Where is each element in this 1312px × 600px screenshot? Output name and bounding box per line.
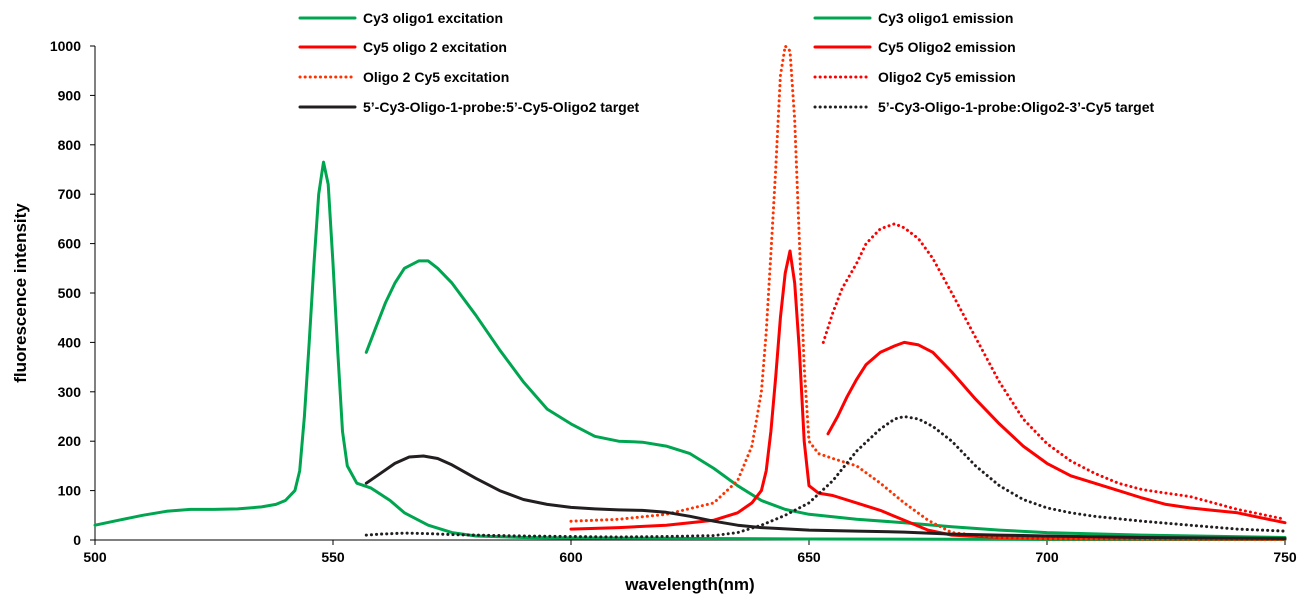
series-line-7 <box>364 454 1287 540</box>
series-lines <box>93 44 1287 541</box>
y-tick-label: 800 <box>58 137 82 153</box>
legend-label-6: Oligo2 Cy5 emission <box>878 69 1016 85</box>
series-line-3 <box>569 249 1287 541</box>
legend-label-2: Cy3 oligo1 emission <box>878 10 1013 26</box>
y-tick-label: 500 <box>58 285 82 301</box>
x-tick-label: 750 <box>1273 549 1297 565</box>
y-tick-label: 700 <box>58 186 82 202</box>
y-tick-label: 600 <box>58 236 82 252</box>
series-line-4 <box>826 340 1287 525</box>
x-tick-label: 650 <box>797 549 821 565</box>
x-tick-label: 600 <box>559 549 583 565</box>
legend-label-5: Oligo 2 Cy5 excitation <box>363 69 509 85</box>
axes <box>94 46 1285 541</box>
series-line-8 <box>364 415 1287 539</box>
x-tick-label: 500 <box>83 549 107 565</box>
y-ticks: 0 100 200 300 400 500 600 700 800 900 1000 <box>50 38 95 548</box>
series-line-1 <box>93 160 1287 541</box>
y-tick-label: 200 <box>58 433 82 449</box>
series-line-6 <box>821 222 1287 521</box>
y-tick-label: 1000 <box>50 38 81 54</box>
legend-label-8: 5’-Cy3-Oligo-1-probe:Oligo2-3’-Cy5 targe… <box>878 99 1154 115</box>
x-axis-title: wavelength(nm) <box>624 575 754 594</box>
series-line-5 <box>569 44 1287 541</box>
legend: Cy3 oligo1 excitation Cy3 oligo1 emission… <box>298 10 1154 115</box>
series-line-2 <box>364 259 1287 539</box>
legend-label-1: Cy3 oligo1 excitation <box>363 10 503 26</box>
legend-label-7: 5’-Cy3-Oligo-1-probe:5’-Cy5-Oligo2 targe… <box>363 99 639 115</box>
legend-label-4: Cy5 Oligo2 emission <box>878 39 1016 55</box>
y-tick-label: 300 <box>58 384 82 400</box>
y-tick-label: 100 <box>58 483 82 499</box>
x-ticks: 500 550 600 650 700 750 <box>83 540 1297 565</box>
legend-label-3: Cy5 oligo 2 excitation <box>363 39 507 55</box>
y-tick-label: 0 <box>73 532 81 548</box>
x-tick-label: 700 <box>1035 549 1059 565</box>
y-tick-label: 900 <box>58 87 82 103</box>
y-tick-label: 400 <box>58 334 82 350</box>
x-tick-label: 550 <box>321 549 345 565</box>
y-axis-title: fluorescence intensity <box>11 203 30 383</box>
